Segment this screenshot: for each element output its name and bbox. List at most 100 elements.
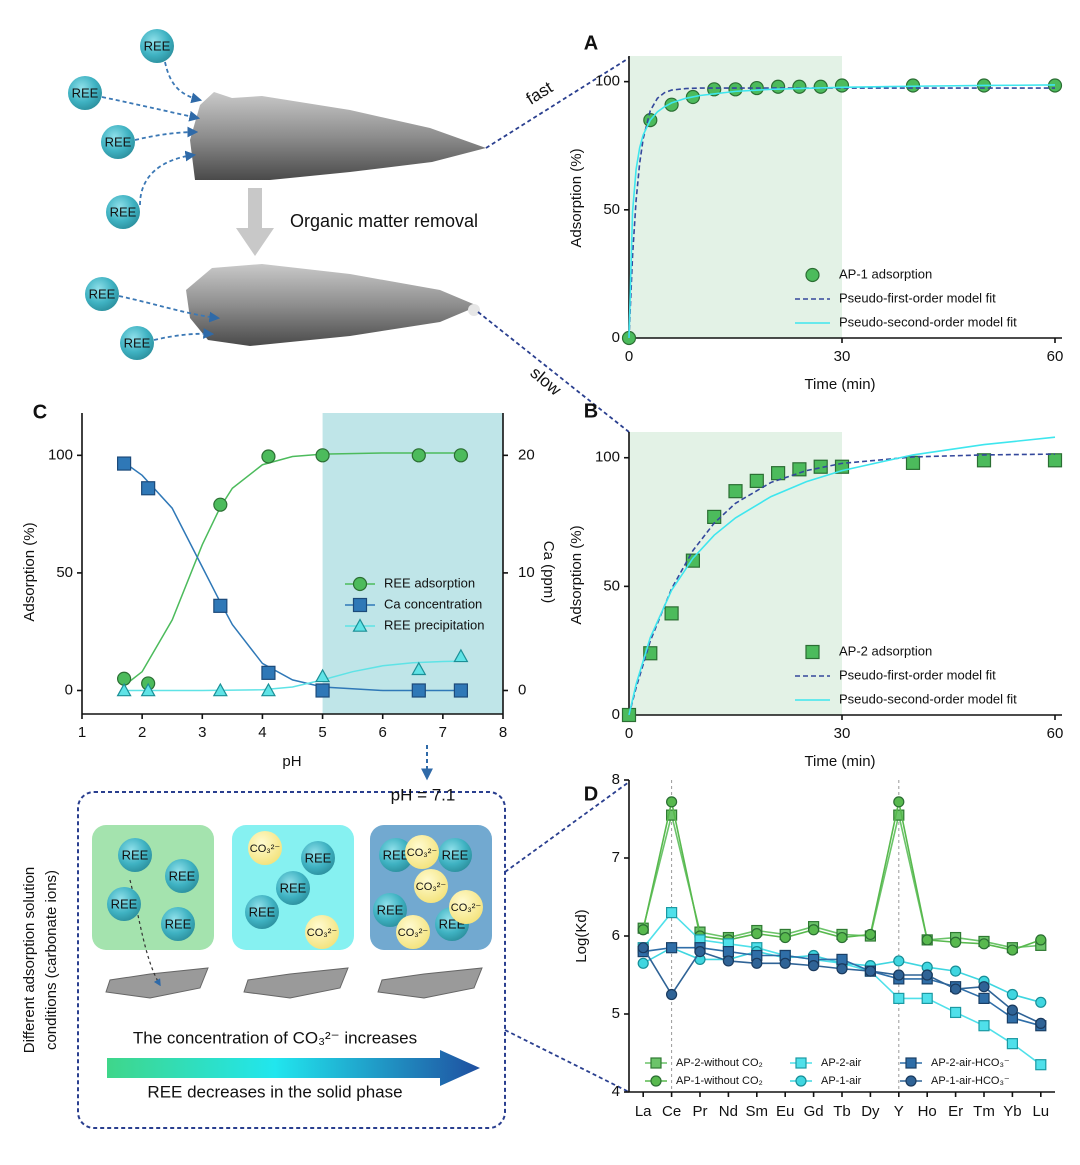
point — [665, 796, 678, 808]
caption: Organic matter removal — [290, 211, 478, 231]
ree-ion — [161, 907, 195, 941]
point — [779, 931, 791, 944]
legend-label: Ca concentration — [384, 596, 482, 611]
point — [1006, 944, 1019, 956]
point — [260, 682, 276, 697]
point — [921, 969, 933, 981]
ion-label: REE — [442, 847, 469, 862]
down-arrow — [236, 188, 274, 256]
y-tick-label: 7 — [612, 849, 620, 866]
legend-marker — [805, 267, 820, 283]
condition-frame — [77, 791, 506, 1129]
point — [1035, 1059, 1047, 1071]
y-tick-label: 100 — [48, 446, 73, 463]
legend-label: Pseudo-second-order model fit — [839, 691, 1017, 706]
point — [807, 960, 820, 972]
legend-label: AP-2-air — [821, 1057, 862, 1069]
point — [665, 942, 678, 954]
ion-label: REE — [144, 38, 171, 53]
y-axis-label: Log(Kd) — [573, 909, 590, 962]
ree-ion — [107, 887, 141, 921]
point — [707, 82, 722, 97]
point — [949, 965, 962, 977]
series-line — [628, 87, 1055, 339]
fit-line — [124, 660, 461, 692]
x-tick-label: 1 — [78, 724, 86, 741]
y-tick-label: 4 — [612, 1083, 620, 1100]
point — [140, 682, 156, 697]
y2-axis-label: Ca (ppm) — [540, 541, 557, 604]
x-tick-label: 60 — [1047, 348, 1064, 365]
point — [665, 988, 678, 1001]
point — [141, 481, 156, 496]
x-tick-label: Yb — [1003, 1103, 1021, 1120]
point — [978, 938, 990, 950]
y-axis-label: Adsorption (%) — [21, 522, 38, 621]
ree-ion — [373, 893, 407, 927]
ree-ion — [85, 277, 119, 311]
point — [213, 497, 228, 512]
carbonate-ion — [414, 869, 448, 903]
x-tick-label: La — [635, 1103, 652, 1120]
shaded-region — [629, 56, 842, 338]
x-tick-label: Y — [894, 1103, 904, 1120]
arrow-bottom-text: REE decreases in the solid phase — [147, 1082, 402, 1101]
x-tick-label: 5 — [318, 724, 326, 741]
ion-paths — [101, 61, 221, 341]
point — [978, 992, 990, 1005]
point — [921, 934, 933, 946]
ion-label: REE — [105, 134, 132, 149]
ion-label: REE — [383, 847, 410, 862]
point — [1035, 1017, 1047, 1029]
legend-marker — [352, 576, 368, 592]
ion-label: REE — [110, 204, 137, 219]
carbonate-ion — [248, 831, 282, 865]
point — [728, 484, 743, 499]
y-tick-label: 8 — [612, 771, 620, 788]
point — [978, 981, 990, 993]
point — [1006, 1038, 1019, 1050]
ree-ion — [106, 195, 140, 229]
legend-label: AP-2 adsorption — [839, 643, 932, 658]
point — [978, 1020, 990, 1032]
ree-ion — [276, 871, 310, 905]
x-tick-label: 4 — [258, 724, 266, 741]
point — [751, 957, 763, 969]
ree-ion — [165, 859, 199, 893]
point — [893, 992, 905, 1005]
fast-label: fast — [523, 78, 557, 109]
x-tick-label: Eu — [776, 1103, 794, 1120]
y-tick-label: 50 — [603, 201, 620, 218]
legend-marker — [905, 1075, 917, 1087]
legend-marker — [795, 1057, 807, 1069]
carbonate-ion — [449, 890, 483, 924]
fit-line — [123, 452, 461, 687]
point — [792, 79, 807, 94]
legend-label: REE adsorption — [384, 575, 475, 590]
zoom-lines — [477, 57, 630, 1093]
point — [453, 648, 469, 663]
y-axis-label: Adsorption (%) — [568, 148, 585, 247]
point — [976, 453, 992, 468]
ree-ion — [118, 838, 152, 872]
x-tick-label: Tm — [973, 1103, 995, 1120]
ree-ion — [301, 841, 335, 875]
y-tick-label: 50 — [603, 577, 620, 594]
y-tick-label: 5 — [612, 1005, 620, 1022]
ion-label: REE — [122, 847, 149, 862]
ion-label: CO₃²⁻ — [416, 881, 447, 893]
point — [637, 924, 649, 936]
legend-label: REE precipitation — [384, 617, 484, 632]
shaded-region — [322, 413, 503, 714]
x-tick-label: 30 — [834, 725, 851, 742]
point — [637, 942, 649, 954]
x-axis-label: Time (min) — [804, 753, 875, 770]
x-tick-label: 0 — [625, 725, 633, 742]
point — [1035, 996, 1047, 1008]
point — [315, 668, 331, 683]
ion-label: REE — [280, 880, 307, 895]
legend-marker — [795, 1075, 807, 1087]
point — [411, 683, 426, 698]
fit-line — [123, 461, 461, 692]
series-line — [628, 436, 1056, 716]
